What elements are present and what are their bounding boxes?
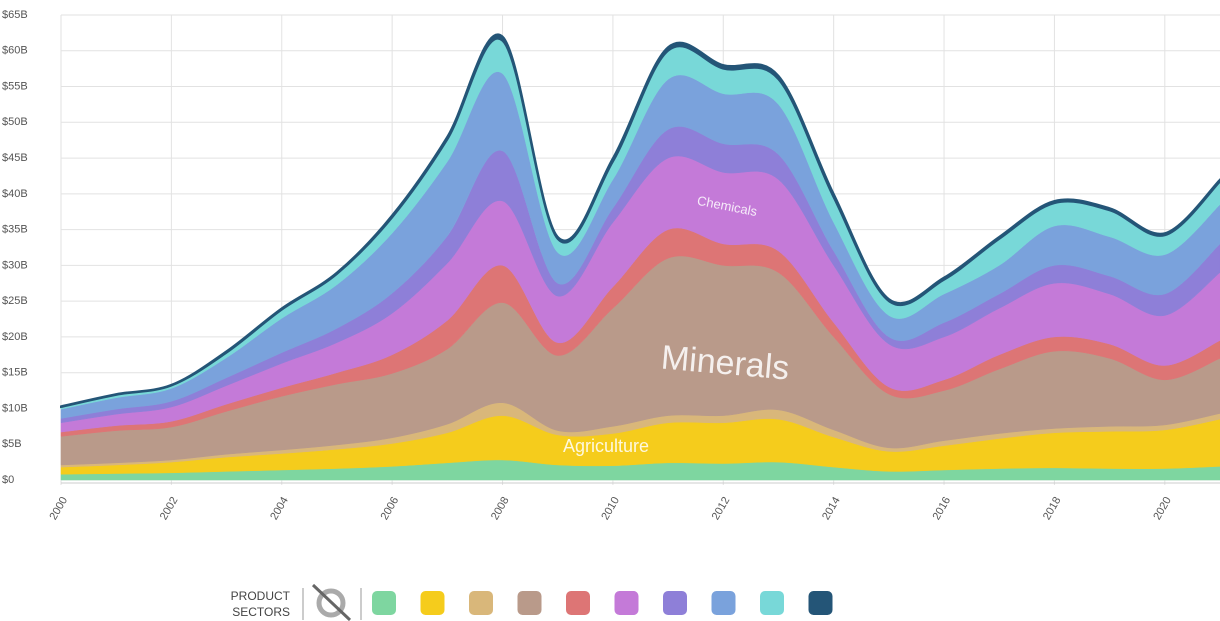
sector-icon[interactable] <box>517 591 542 615</box>
y-tick-label: $10B <box>2 402 28 414</box>
sector-icon[interactable] <box>372 591 396 615</box>
y-tick-label: $45B <box>2 152 28 164</box>
sector-icon[interactable] <box>760 591 784 615</box>
y-tick-label: $40B <box>2 188 28 200</box>
sector-icon[interactable] <box>711 591 736 615</box>
y-tick-label: $60B <box>2 45 28 57</box>
area <box>60 33 1220 409</box>
y-tick-label: $65B <box>2 9 28 21</box>
all-sectors-icon[interactable] <box>311 583 352 621</box>
sector-icon[interactable] <box>614 591 639 615</box>
legend: PRODUCT SECTORS <box>231 583 833 621</box>
y-tick-label: $50B <box>2 116 28 128</box>
legend-title: SECTORS <box>232 605 290 619</box>
legend-title: PRODUCT <box>231 589 291 603</box>
sector-icon[interactable] <box>420 591 445 615</box>
y-tick-label: $0 <box>2 474 14 486</box>
sector-icon[interactable] <box>808 591 833 615</box>
y-tick-label: $20B <box>2 331 28 343</box>
y-tick-label: $30B <box>2 259 28 271</box>
y-tick-label: $25B <box>2 295 28 307</box>
y-tick-label: $15B <box>2 367 28 379</box>
y-tick-label: $35B <box>2 224 28 236</box>
sector-icon[interactable] <box>469 591 493 615</box>
series-label: Agriculture <box>563 436 649 456</box>
y-tick-label: $55B <box>2 80 28 92</box>
sector-icon[interactable] <box>566 591 590 615</box>
sector-icon[interactable] <box>663 591 687 615</box>
y-tick-label: $5B <box>2 438 22 450</box>
areas <box>60 33 1220 481</box>
